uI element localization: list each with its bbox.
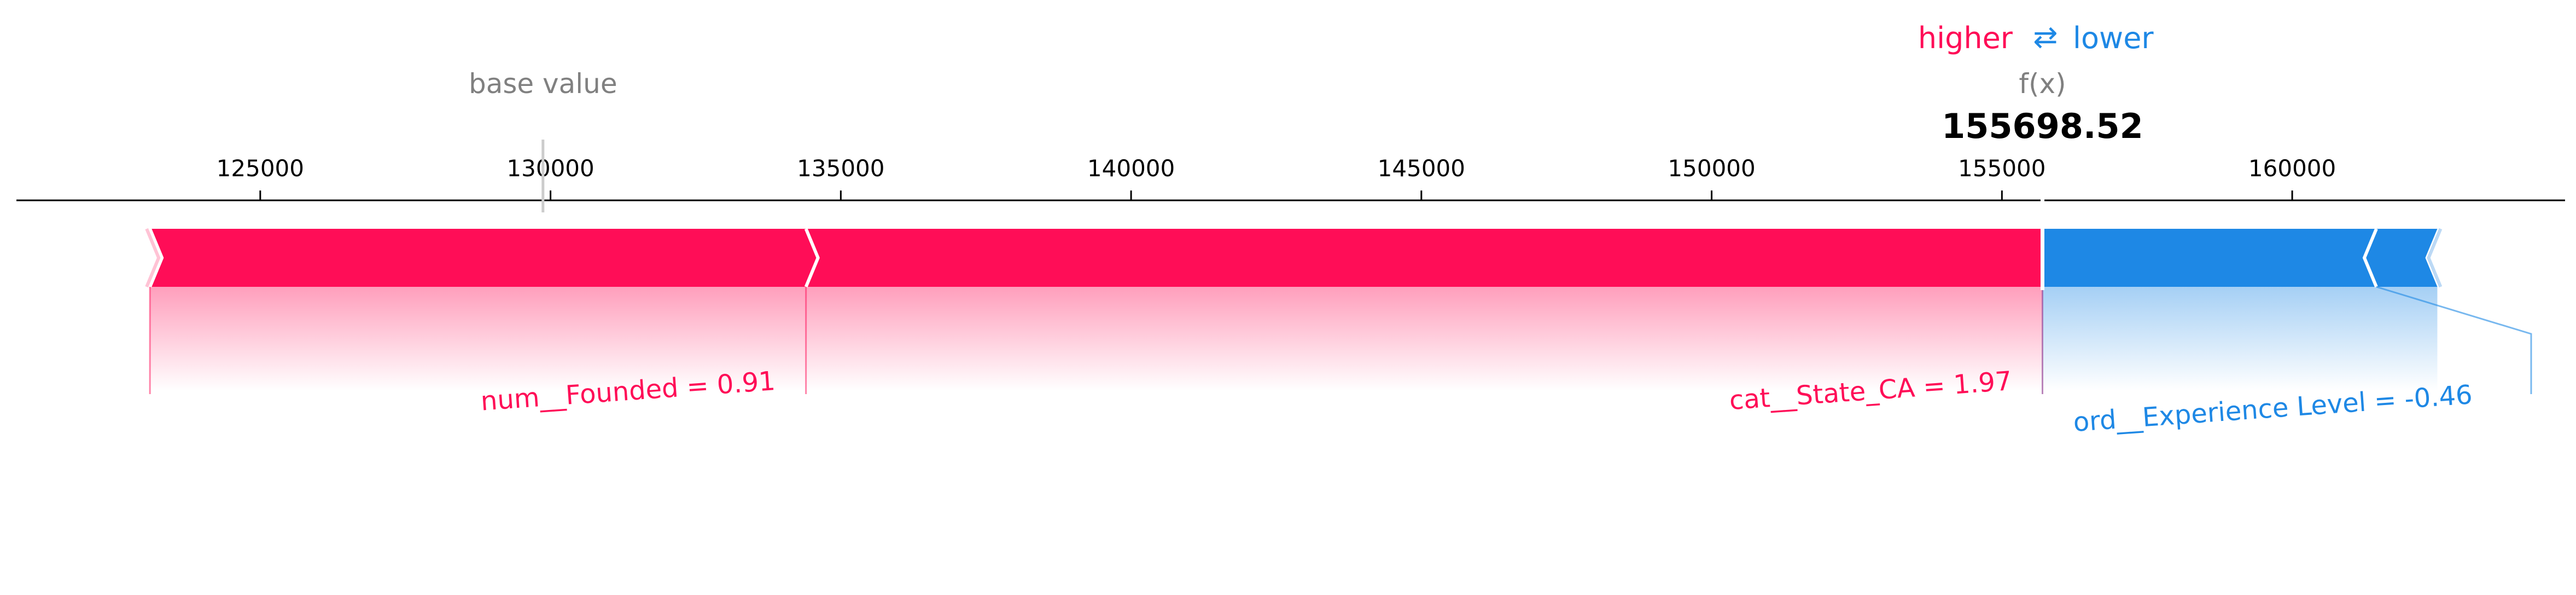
- negative-force-segment: [2364, 229, 2438, 287]
- positive-force-segment: [806, 229, 2043, 287]
- x-tick-label: 135000: [797, 155, 884, 182]
- x-tick-label: 150000: [1668, 155, 1755, 182]
- x-tick-label: 145000: [1378, 155, 1465, 182]
- x-tick-label: 140000: [1087, 155, 1175, 182]
- positive-gradient: [150, 287, 806, 391]
- segment-separator: [804, 228, 820, 288]
- output-value-label: 155698.52: [1942, 106, 2143, 146]
- fx-label: f(x): [2019, 68, 2066, 100]
- x-tick-label: 155000: [1958, 155, 2045, 182]
- base-value-label: base value: [469, 68, 617, 100]
- negative-gradient: [2042, 287, 2377, 391]
- positive-force-segment: [150, 229, 818, 287]
- negative-gradient: [2376, 287, 2438, 391]
- positive-gradient: [806, 287, 2043, 391]
- edge-chevron: [2427, 228, 2443, 288]
- x-tick-label: 160000: [2248, 155, 2336, 182]
- force-bars: [145, 228, 2443, 288]
- x-tick-label: 130000: [506, 155, 594, 182]
- segment-separator: [2362, 228, 2378, 288]
- legend-lower: lower: [2073, 21, 2154, 55]
- x-axis-ticks: 125000 130000 135000 140000 145000 150000 1550…: [217, 155, 2336, 200]
- bar-gradients: [150, 287, 2438, 391]
- edge-chevron: [145, 228, 161, 288]
- x-tick-label: 125000: [217, 155, 304, 182]
- legend-arrow-icon: ⇄: [2033, 20, 2058, 54]
- legend-higher: higher: [1918, 21, 2013, 55]
- negative-force-segment: [2042, 229, 2377, 287]
- segment-separator: [148, 228, 164, 288]
- label-leader-lines: [149, 286, 2532, 394]
- leader-line: [2376, 286, 2532, 394]
